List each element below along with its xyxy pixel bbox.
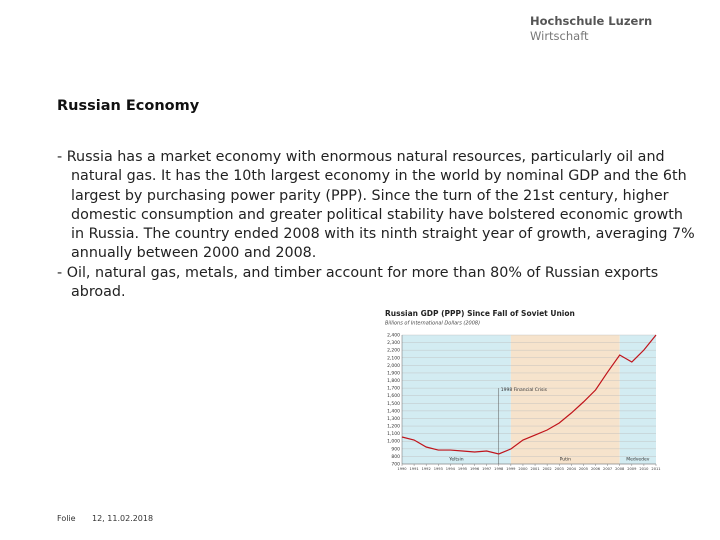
x-tick-label: 2001: [530, 467, 539, 471]
period-band: [402, 335, 511, 464]
footer-label: Folie: [57, 514, 76, 523]
x-tick-label: 2000: [518, 467, 528, 471]
x-tick-label: 1997: [482, 467, 491, 471]
x-tick-label: 2006: [591, 467, 601, 471]
x-tick-label: 1994: [446, 467, 456, 471]
logo-sub: Wirtschaft: [530, 29, 589, 43]
y-tick-label: 2,400: [387, 333, 400, 339]
x-tick-label: 1998: [494, 467, 504, 471]
y-tick-label: 1,000: [387, 439, 400, 445]
y-tick-label: 1,500: [387, 401, 400, 407]
x-tick-label: 1996: [470, 467, 480, 471]
x-tick-label: 1991: [410, 467, 419, 471]
period-label: Putin: [560, 457, 572, 463]
x-tick-label: 2010: [639, 467, 649, 471]
x-tick-label: 1995: [458, 467, 467, 471]
x-tick-label: 2004: [567, 467, 577, 471]
x-tick-label: 2005: [579, 467, 588, 471]
x-tick-label: 2011: [651, 467, 660, 471]
y-tick-label: 1,200: [387, 424, 400, 430]
chart-subtitle: Billions of International Dollars (2008): [385, 321, 480, 327]
y-tick-label: 2,100: [387, 355, 400, 361]
y-tick-label: 700: [391, 462, 400, 468]
x-tick-label: 1999: [506, 467, 516, 471]
bullet: Russia has a market economy with enormou…: [57, 148, 697, 264]
x-tick-label: 2008: [615, 467, 625, 471]
y-tick-label: 2,300: [387, 340, 400, 346]
x-tick-label: 2003: [555, 467, 564, 471]
x-tick-label: 2002: [543, 467, 552, 471]
x-tick-label: 2009: [627, 467, 637, 471]
logo: Hochschule Luzern: [530, 14, 653, 28]
period-label: Medvedev: [626, 457, 650, 463]
chart: Russian GDP (PPP) Since Fall of Soviet U…: [385, 309, 661, 471]
y-tick-label: 1,900: [387, 370, 400, 376]
x-tick-label: 1993: [434, 467, 443, 471]
y-tick-label: 1,400: [387, 408, 400, 414]
annotation: 1998 Financial Crisis: [501, 387, 548, 393]
y-tick-label: 800: [391, 454, 400, 460]
bullet-list: Russia has a market economy with enormou…: [57, 148, 697, 302]
y-tick-label: 900: [391, 446, 400, 452]
x-tick-label: 1992: [422, 467, 431, 471]
y-tick-label: 1,800: [387, 378, 400, 384]
period-band: [510, 335, 620, 464]
y-tick-label: 1,100: [387, 431, 400, 437]
y-tick-label: 1,700: [387, 386, 400, 392]
x-tick-label: 2007: [603, 467, 612, 471]
data-line: [401, 334, 657, 455]
y-tick-label: 2,000: [387, 363, 400, 369]
x-tick-label: 1990: [397, 467, 407, 471]
y-tick-label: 1,300: [387, 416, 400, 422]
footer-date: 12, 11.02.2018: [92, 514, 154, 523]
slide-title: Russian Economy: [57, 98, 200, 114]
y-tick-label: 2,200: [387, 348, 400, 354]
bullet: Oil, natural gas, metals, and timber acc…: [57, 264, 697, 303]
period-label: Yeltsin: [448, 457, 464, 463]
period-band: [619, 335, 656, 464]
chart-title: Russian GDP (PPP) Since Fall of Soviet U…: [385, 309, 575, 318]
y-tick-label: 1,600: [387, 393, 400, 399]
